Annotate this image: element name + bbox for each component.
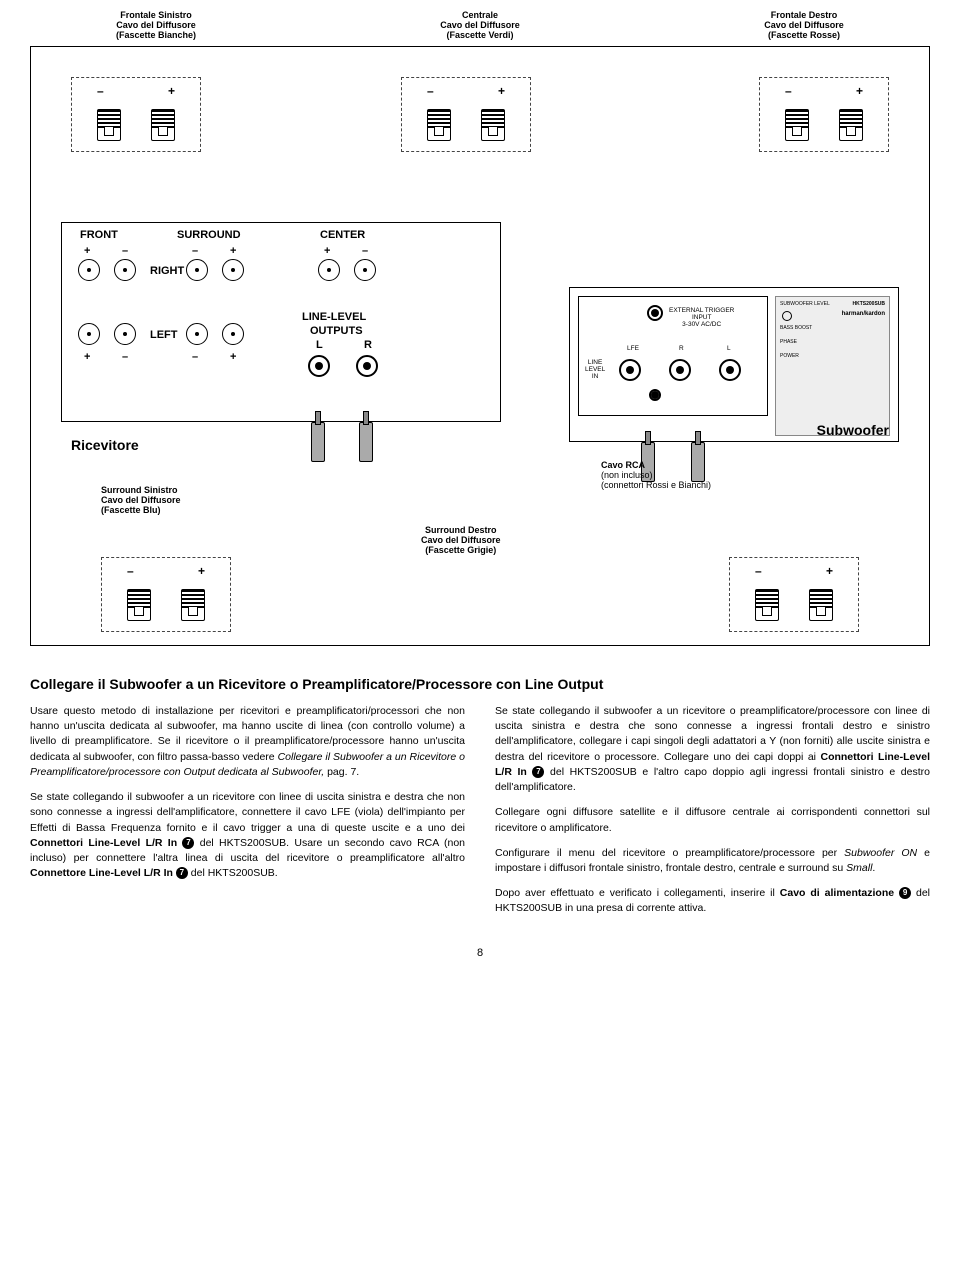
- label-right: RIGHT: [150, 265, 184, 277]
- para-l1: Usare questo metodo di installazione per…: [30, 704, 465, 780]
- section-title: Collegare il Subwoofer a un Ricevitore o…: [30, 676, 930, 692]
- column-right: Se state collegando il subwoofer a un ri…: [495, 704, 930, 927]
- para-r4: Dopo aver effettuato e verificato i coll…: [495, 886, 930, 916]
- speaker-center: –+: [401, 77, 531, 152]
- label-sub-l: L: [727, 345, 731, 352]
- label-center-out: CENTER: [320, 229, 365, 241]
- label-line-level-in: LINE LEVEL IN: [585, 359, 605, 380]
- label-surround-right: Surround Destro Cavo del Diffusore (Fasc…: [421, 525, 501, 555]
- subwoofer-backplate: SUBWOOFER LEVEL HKTS200SUB harman/kardon…: [775, 296, 890, 436]
- label-l: L: [316, 339, 323, 351]
- label-lfe: LFE: [627, 345, 639, 352]
- rca-plug: [359, 422, 373, 462]
- label-subwoofer: Subwoofer: [817, 422, 889, 438]
- speaker-surround-left: –+: [101, 557, 231, 632]
- label-front: FRONT: [80, 229, 118, 241]
- page-number: 8: [30, 947, 930, 959]
- speaker-surround-right: –+: [729, 557, 859, 632]
- label-r: R: [364, 339, 372, 351]
- para-l2: Se state collegando il subwoofer a un ri…: [30, 790, 465, 881]
- label-lineout1: LINE-LEVEL: [302, 311, 366, 323]
- label-front-right: Frontale Destro Cavo del Diffusore (Fasc…: [678, 10, 930, 40]
- top-speaker-labels: Frontale Sinistro Cavo del Diffusore (Fa…: [30, 10, 930, 40]
- label-lineout2: OUTPUTS: [310, 325, 363, 337]
- label-rca-cable: Cavo RCA (non incluso) (connettori Rossi…: [601, 460, 711, 490]
- receiver-panel: FRONT SURROUND CENTER + – – + + – RIGHT …: [61, 222, 501, 422]
- label-surround: SURROUND: [177, 229, 241, 241]
- body-columns: Usare questo metodo di installazione per…: [30, 704, 930, 927]
- label-left: LEFT: [150, 329, 178, 341]
- rca-plug: [311, 422, 325, 462]
- column-left: Usare questo metodo di installazione per…: [30, 704, 465, 927]
- label-ext-trigger: EXTERNAL TRIGGER INPUT 3-30V AC/DC: [669, 307, 734, 328]
- para-r2: Collegare ogni diffusore satellite e il …: [495, 805, 930, 835]
- label-sub-r: R: [679, 345, 684, 352]
- subwoofer-panel: EXTERNAL TRIGGER INPUT 3-30V AC/DC LINE …: [569, 287, 899, 442]
- speaker-front-right: –+: [759, 77, 889, 152]
- speaker-front-left: –+: [71, 77, 201, 152]
- label-center: Centrale Cavo del Diffusore (Fascette Ve…: [354, 10, 606, 40]
- label-front-left: Frontale Sinistro Cavo del Diffusore (Fa…: [30, 10, 282, 40]
- para-r1: Se state collegando il subwoofer a un ri…: [495, 704, 930, 795]
- para-r3: Configurare il menu del ricevitore o pre…: [495, 846, 930, 876]
- label-ricevitore: Ricevitore: [71, 437, 139, 453]
- wiring-diagram: –+ –+ –+ FRONT SURROUND CENTER + – – + +…: [30, 46, 930, 646]
- label-surround-left: Surround Sinistro Cavo del Diffusore (Fa…: [101, 485, 181, 515]
